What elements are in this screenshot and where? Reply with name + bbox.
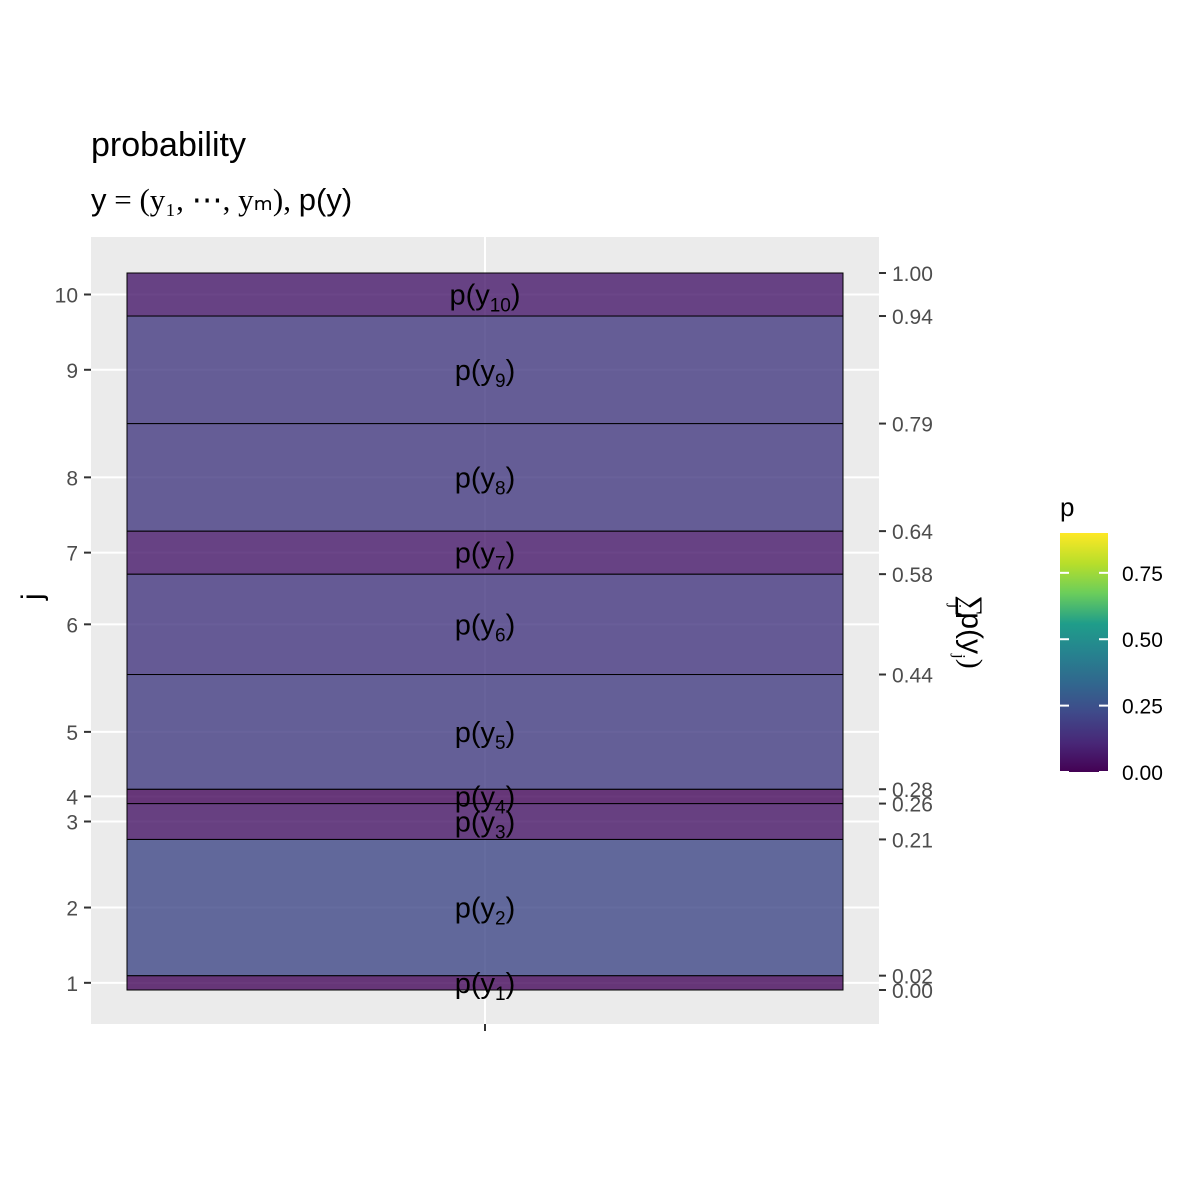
y-right-title-text: ∑jp(yj) [946,595,988,669]
bar-label-3: p(y3) [455,807,516,844]
y-right-tick-label: 0.28 [892,779,933,802]
y-left-tick-label: 7 [66,543,78,566]
bar-label-7: p(y7) [455,538,516,575]
subtitle-py: p(y) [298,182,353,217]
chart-title: probability [91,126,246,164]
y-right-tick-label: 0.79 [892,414,933,437]
y-right-tick-label: 0.58 [892,564,933,587]
y-axis-left: 1 2 3 4 5 6 7 8 9 10 [55,285,91,996]
y-right-tick-label: 1.00 [892,263,933,286]
chart-subtitle: y = (y₁, ⋯, yₘ), p(y) [91,182,352,218]
y-left-tick-label: 8 [66,467,78,490]
y-right-tick-label: 0.21 [892,829,933,852]
legend-tick-label: 0.50 [1122,629,1163,652]
bar-labels: p(y1) p(y2) p(y3)p(y4) p(y5) p(y6) p(y7) p(y8)… [449,280,520,1005]
bar-label-4: p(y4) [455,781,516,818]
legend-colorbar [1060,533,1108,772]
bar-6 [126,573,844,676]
bar-2 [126,838,844,977]
y-left-tick-label: 5 [66,722,78,745]
y-right-tick-label: 0.02 [892,966,933,989]
y-right-tick-label: 0.44 [892,665,933,688]
y-right-title: ∑jp(yj) [946,595,988,669]
y-axis-right: 0.000.02 0.21 0.260.28 0.44 0.58 0.64 0.79 0.94… [879,263,933,1003]
subtitle-sep: , [283,182,292,217]
bar-8 [126,423,844,532]
bars [126,272,844,991]
bar-label-2: p(y2) [455,893,516,930]
y-left-tick-label: 9 [66,360,78,383]
y-right-tick-label: 0.94 [892,306,933,329]
bar-7 [126,530,844,575]
y-left-tick-label: 1 [66,973,78,996]
subtitle-tuple: (y₁, ⋯, yₘ) [139,182,284,217]
y-right-tick-label: 0.64 [892,521,933,544]
legend-tick-label: 0.75 [1122,563,1163,586]
bar-3 [126,803,844,840]
bar-label-5: p(y5) [455,717,516,754]
y-axis-right-label: ∑jp(yj) [946,595,988,669]
bar-label-9: p(y9) [455,355,516,392]
y-right-tick-label: 0.26 [892,794,933,817]
bar-label-1: p(y1) [455,968,516,1005]
legend-tick-label: 0.25 [1122,696,1163,719]
subtitle-y: y [91,182,107,217]
bar-label-10: p(y10) [449,280,520,317]
bar-label-6: p(y6) [455,609,516,646]
y-left-tick-label: 10 [55,285,78,308]
y-right-tick-label: 0.00 [892,980,933,1003]
y-left-tick-label: 6 [66,614,78,637]
y-left-tick-label: 4 [66,786,78,809]
y-left-tick-label: 3 [66,812,78,835]
color-legend: 0.00 0.25 0.50 0.75 [1060,533,1163,785]
legend-title: p [1060,492,1075,522]
bar-10 [126,272,844,317]
bar-9 [126,315,844,425]
bar-label-8: p(y8) [455,462,516,499]
y-left-tick-label: 2 [66,898,78,921]
legend-tick-label: 0.00 [1122,762,1163,785]
subtitle-eq: = [114,182,132,217]
